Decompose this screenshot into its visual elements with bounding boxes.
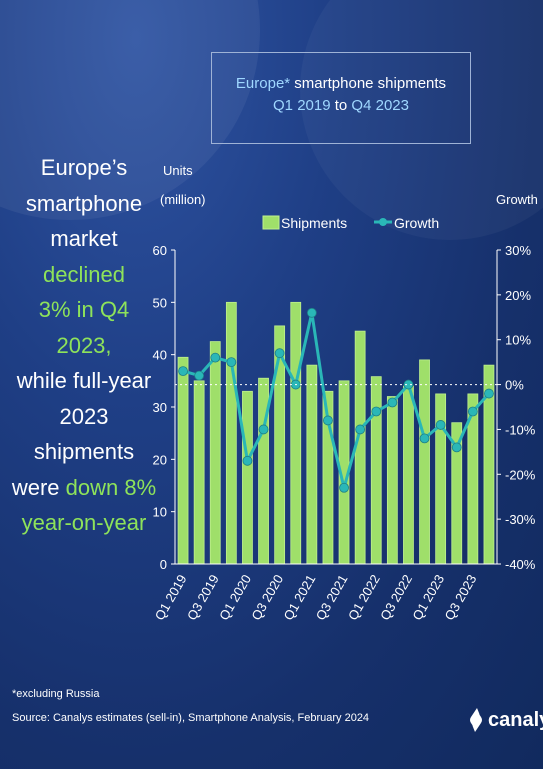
- title-start-period: Q1 2019: [273, 97, 331, 114]
- right-axis-tick-label: 10%: [505, 333, 531, 348]
- headline-highlight: down 8%: [65, 474, 157, 500]
- left-axis-tick-label: 20: [153, 452, 167, 467]
- right-axis-title: Growth: [496, 192, 538, 207]
- growth-point: [306, 307, 317, 318]
- headline-line: 2023 shipments: [33, 403, 135, 465]
- headline-line: market declined: [10, 221, 158, 292]
- chart-title-line1: Europe* smartphone shipments: [212, 73, 470, 95]
- left-axis-tick-label: 30: [153, 400, 167, 415]
- x-axis-tick-label: Q3 2023: [442, 572, 480, 623]
- right-axis-tick-label: -10%: [505, 422, 536, 437]
- growth-point: [274, 348, 285, 359]
- shipments-bar: [386, 396, 398, 565]
- shipments-bar: [370, 376, 382, 565]
- headline-text: were: [11, 474, 66, 500]
- growth-point: [484, 388, 494, 399]
- headline-line: 3% in Q4 2023,: [38, 297, 130, 358]
- growth-point: [467, 406, 478, 417]
- left-axis-title-line2: (million): [160, 192, 206, 207]
- legend-swatch-shipments: [262, 215, 280, 230]
- headline-line: smartphone: [25, 190, 143, 216]
- legend: Shipments Growth: [262, 215, 439, 231]
- canalys-logo: canalys: [468, 703, 543, 737]
- shipments-bar: [306, 364, 318, 565]
- headline-highlight: declined: [43, 261, 125, 287]
- left-axis-tick-label: 60: [153, 243, 167, 258]
- chart-title-box: Europe* smartphone shipments Q1 2019 to …: [211, 52, 471, 144]
- canalys-logo-text: canalys: [488, 708, 543, 731]
- headline-line: year-on-year: [21, 510, 147, 535]
- shipments-bar: [419, 359, 430, 565]
- right-axis-tick-label: -40%: [505, 557, 536, 572]
- shipments-bar: [193, 380, 205, 565]
- shipments-bar: [225, 301, 237, 565]
- growth-point: [210, 352, 221, 363]
- headline-line: Europe’s: [40, 155, 128, 180]
- headline: Europe’s smartphone market declined 3% i…: [10, 150, 158, 541]
- legend-label-shipments: Shipments: [281, 215, 347, 231]
- legend-marker-growth: [379, 218, 387, 226]
- right-axis-tick-label: 30%: [505, 243, 531, 258]
- title-text: smartphone shipments: [290, 75, 447, 92]
- left-axis-tick-label: 0: [160, 557, 167, 572]
- legend-label-growth: Growth: [394, 215, 439, 231]
- title-region: Europe*: [235, 75, 291, 92]
- shipments-bar: [403, 385, 414, 565]
- left-axis-title-line1: Units: [163, 163, 193, 178]
- title-end-period: Q4 2023: [351, 97, 409, 114]
- left-axis-tick-label: 50: [153, 295, 167, 310]
- shipments-bar: [435, 393, 447, 565]
- growth-point: [323, 415, 333, 426]
- right-axis-tick-label: -30%: [505, 512, 536, 527]
- growth-point: [387, 397, 398, 408]
- headline-line: were down 8%: [10, 470, 158, 506]
- left-axis-tick-label: 10: [153, 505, 167, 520]
- growth-point: [355, 424, 366, 435]
- growth-point: [419, 433, 430, 444]
- growth-point: [435, 420, 446, 430]
- growth-point: [178, 366, 188, 377]
- growth-point: [194, 370, 205, 381]
- growth-point: [339, 482, 349, 493]
- chart-title-line2: Q1 2019 to Q4 2023: [212, 95, 470, 117]
- growth-point: [403, 379, 414, 390]
- growth-point: [371, 406, 382, 417]
- growth-point: [242, 455, 253, 466]
- right-axis-tick-label: -20%: [505, 467, 536, 482]
- growth-point: [226, 357, 237, 368]
- right-axis-tick-label: 20%: [505, 288, 531, 303]
- right-axis-tick-label: 0%: [505, 378, 524, 393]
- footnote: *excluding Russia: [12, 688, 100, 700]
- headline-text: market: [50, 226, 118, 251]
- headline-line: while full-year: [16, 368, 152, 393]
- source-note: Source: Canalys estimates (sell-in), Sma…: [12, 712, 370, 724]
- shipments-bar: [177, 356, 189, 565]
- growth-point: [451, 442, 462, 453]
- shipments-bar: [290, 301, 302, 565]
- growth-point: [258, 424, 269, 435]
- canalys-logo-icon: [470, 708, 482, 732]
- shipments-bar: [209, 341, 221, 565]
- shipments-bar: [242, 390, 253, 565]
- title-to: to: [330, 97, 352, 114]
- left-axis-tick-label: 40: [153, 348, 167, 363]
